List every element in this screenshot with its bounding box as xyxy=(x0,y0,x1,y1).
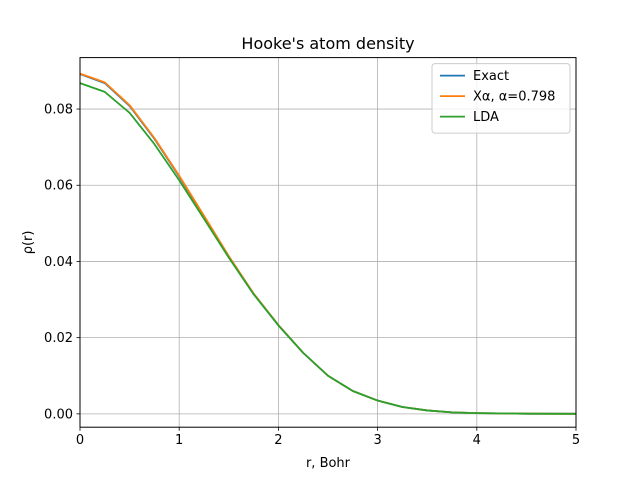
x-tick-label: 2 xyxy=(274,433,282,448)
x-axis-label: r, Bohr xyxy=(306,456,351,471)
legend-label: LDA xyxy=(473,110,499,125)
x-tick-label: 0 xyxy=(76,433,84,448)
y-tick-label: 0.02 xyxy=(44,331,73,346)
y-tick-label: 0.00 xyxy=(44,407,73,422)
y-tick-label: 0.08 xyxy=(44,103,73,118)
plot-frame xyxy=(79,57,577,428)
y-tick-label: 0.04 xyxy=(44,255,73,270)
y-tick-label: 0.06 xyxy=(44,179,73,194)
x-tick-label: 3 xyxy=(373,433,381,448)
y-axis-label: ρ(r) xyxy=(21,231,36,255)
series-line-2 xyxy=(79,82,577,415)
legend-box xyxy=(431,63,571,134)
legend-label: Xα, α=0.798 xyxy=(473,90,555,105)
x-axis-ticks: 0 1 2 3 4 5 xyxy=(76,427,580,448)
x-tick-label: 1 xyxy=(175,433,183,448)
y-axis-ticks: 0.00 0.02 0.04 0.06 0.08 xyxy=(44,103,80,422)
legend-label: Exact xyxy=(473,69,509,84)
x-tick-label: 4 xyxy=(473,433,481,448)
chart-title: Hooke's atom density xyxy=(241,34,414,53)
legend: Exact Xα, α=0.798 LDA xyxy=(431,63,571,134)
x-tick-label: 5 xyxy=(572,433,580,448)
series-lines xyxy=(79,72,577,415)
